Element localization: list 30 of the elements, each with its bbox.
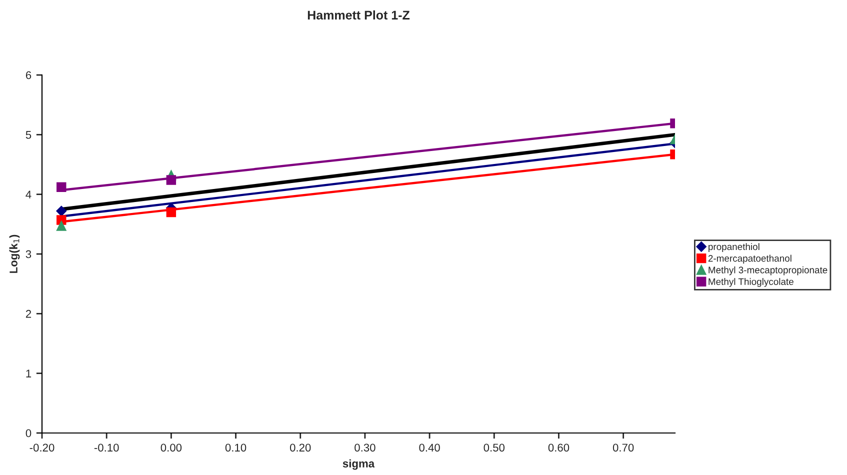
point: [166, 175, 176, 185]
legend-label: 2-mercapatoethanol: [708, 254, 792, 264]
x-tick-label: 0.00: [160, 444, 182, 452]
y-axis-title: Log(k$_{1}$): [9, 234, 20, 273]
y-tick-label: 6: [26, 71, 32, 80]
y-tick-label: 2: [26, 310, 32, 318]
point: [166, 207, 176, 218]
y-tick-label: 3: [26, 250, 32, 258]
y-tick-label: 0: [26, 429, 32, 438]
point: [56, 221, 66, 231]
y-tick-label: 4: [26, 190, 32, 198]
x-tick-label: -0.20: [30, 444, 54, 452]
x-tick-label: 0.70: [612, 444, 634, 452]
x-tick-label: -0.10: [94, 444, 119, 452]
x-tick-label: 0.50: [484, 444, 505, 452]
x-tick-label: 0.30: [354, 444, 376, 452]
legend-label: propanethiol: [708, 243, 760, 252]
x-axis-title: sigma: [342, 459, 375, 470]
y-tick-label: 5: [26, 131, 32, 139]
point: [56, 206, 66, 216]
x-tick-label: 0.40: [419, 444, 440, 452]
chart-title: Hammett Plot 1-Z: [308, 10, 410, 20]
point: [56, 215, 66, 225]
legend-label: Methyl 3-mecaptopropionate: [708, 266, 828, 276]
legend-label: Methyl Thioglycolate: [708, 278, 794, 287]
x-tick-label: 0.60: [548, 444, 570, 452]
x-tick-label: 0.20: [290, 444, 311, 452]
y-tick-label: 1: [26, 370, 32, 378]
point: [56, 182, 66, 192]
x-tick-label: 0.10: [225, 444, 246, 452]
